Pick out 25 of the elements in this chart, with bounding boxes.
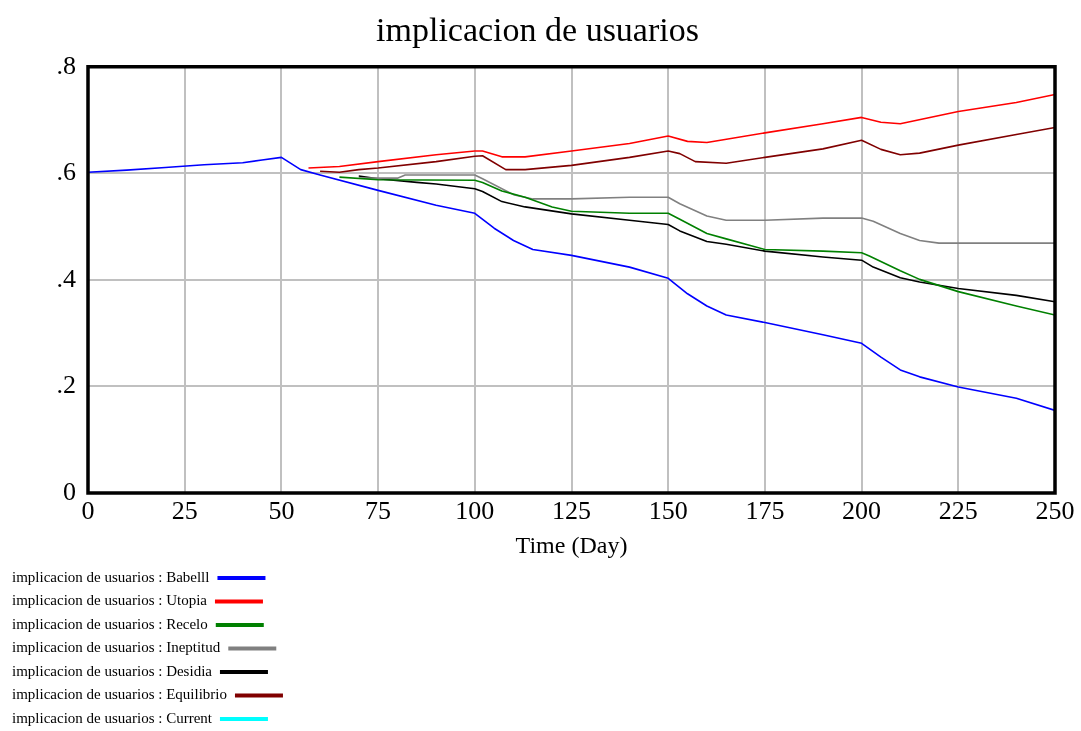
- x-axis-title: Time (Day): [515, 531, 628, 558]
- legend-label: implicacion de usuarios : Current: [12, 709, 213, 726]
- legend-label: implicacion de usuarios : Ineptitud: [12, 639, 221, 656]
- x-tick-label: 50: [268, 496, 295, 526]
- x-tick-label: 175: [745, 496, 785, 526]
- y-tick-label: .2: [56, 370, 76, 400]
- x-tick-label: 0: [81, 496, 95, 526]
- x-tick-label: 100: [455, 496, 495, 526]
- y-tick-label: 0: [63, 476, 76, 506]
- x-tick-label: 125: [552, 496, 591, 526]
- x-tick-label: 250: [1035, 496, 1075, 526]
- legend-label: implicacion de usuarios : Recelo: [12, 615, 208, 632]
- legend-label: implicacion de usuarios : Desidia: [12, 662, 213, 679]
- x-tick-label: 150: [648, 496, 688, 526]
- x-tick-label: 25: [171, 496, 198, 526]
- chart-title: implicacion de usuarios: [376, 11, 699, 49]
- legend-label: implicacion de usuarios : Babelll: [12, 568, 210, 585]
- legend-label: implicacion de usuarios : Utopia: [12, 592, 208, 609]
- legend-label: implicacion de usuarios : Equilibrio: [12, 686, 227, 703]
- y-tick-label: .6: [56, 157, 76, 187]
- y-tick-label: .8: [56, 50, 76, 80]
- x-tick-label: 75: [365, 496, 392, 526]
- x-tick-label: 200: [842, 496, 882, 526]
- x-tick-label: 225: [938, 496, 978, 526]
- y-tick-label: .4: [56, 263, 76, 293]
